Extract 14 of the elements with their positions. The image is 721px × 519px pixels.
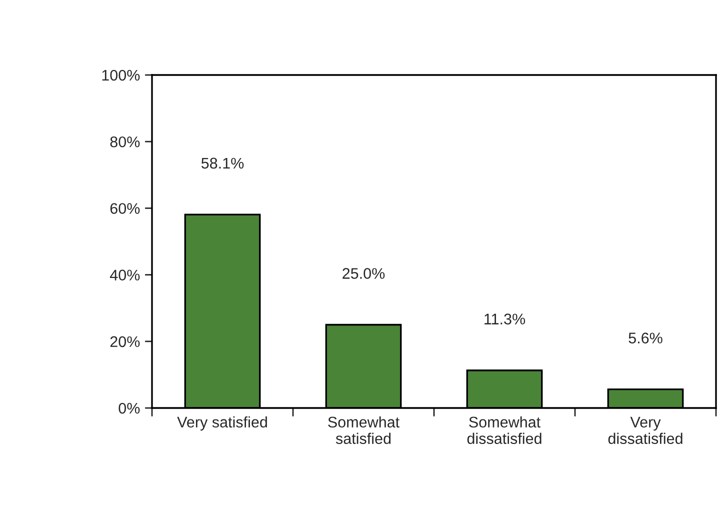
y-tick-label: 0%: [118, 402, 140, 414]
x-tick-label: Very satisfied: [177, 416, 267, 431]
y-tick-label: 60%: [110, 203, 140, 214]
data-label: 58.1%: [201, 158, 244, 169]
data-label: 11.3%: [484, 314, 526, 324]
x-tick-label: Somewhat satisfied: [328, 416, 400, 444]
y-tick-label: 40%: [110, 270, 140, 280]
y-tick-label: 20%: [110, 336, 140, 348]
y-tick-label: 80%: [110, 136, 140, 148]
x-tick-label: Very dissatisfied: [608, 416, 682, 444]
data-label: 25.0%: [342, 268, 385, 279]
y-tick-label: 100%: [102, 70, 140, 81]
data-label: 5.6%: [628, 332, 662, 344]
x-tick-label: Somewhat dissatisfied: [467, 416, 542, 444]
